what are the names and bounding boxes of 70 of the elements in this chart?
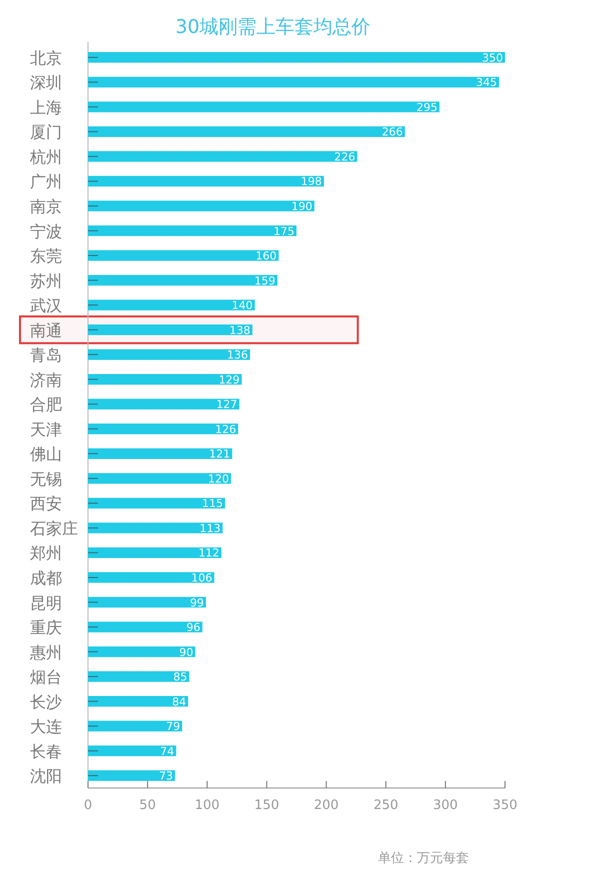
y-tick-label: 大连 <box>30 717 62 736</box>
data-label: 266 <box>382 126 403 139</box>
y-tick-label: 宁波 <box>30 222 62 241</box>
x-tick-label: 150 <box>254 798 280 813</box>
y-tick-label: 长春 <box>30 742 62 761</box>
data-label: 90 <box>179 646 194 659</box>
data-label: 96 <box>186 621 200 634</box>
y-tick-label: 天津 <box>30 420 62 439</box>
data-label: 345 <box>476 76 498 90</box>
y-tick-label: 济南 <box>30 370 62 390</box>
y-tick-label: 杭州 <box>30 147 62 166</box>
data-label: 140 <box>232 299 253 312</box>
y-tick-label: 南通 <box>30 320 62 340</box>
y-tick-label: 昆明 <box>30 593 62 612</box>
y-tick-label: 东莞 <box>30 246 62 266</box>
y-tick-label: 成都 <box>30 568 62 588</box>
data-label: 112 <box>198 546 220 560</box>
data-label: 190 <box>291 200 312 213</box>
y-tick-label: 厦门 <box>30 122 62 142</box>
data-label: 175 <box>274 224 294 238</box>
data-label: 106 <box>191 571 212 584</box>
y-tick-label: 西安 <box>30 494 62 514</box>
y-tick-label: 烟台 <box>30 668 62 687</box>
x-tick-label: 350 <box>492 798 518 813</box>
x-tick-label: 200 <box>314 798 339 813</box>
y-tick-label: 深圳 <box>30 73 62 92</box>
data-label: 120 <box>208 472 229 486</box>
title: 30城刚需上车套均总价 <box>175 16 371 38</box>
data-label: 121 <box>209 448 230 461</box>
data-label: 113 <box>200 522 221 535</box>
data-label: 84 <box>172 695 186 708</box>
data-label: 127 <box>216 398 238 412</box>
data-label: 79 <box>166 720 180 734</box>
y-tick-label: 重庆 <box>30 618 62 638</box>
y-tick-label: 郑州 <box>30 544 62 563</box>
y-tick-label: 北京 <box>30 48 62 68</box>
data-label: 160 <box>256 250 277 263</box>
data-label: 159 <box>254 274 276 288</box>
y-tick-label: 无锡 <box>30 469 62 488</box>
x-tick-label: 250 <box>373 798 398 813</box>
data-label: 129 <box>218 373 240 386</box>
x-tick-label: 300 <box>433 798 458 813</box>
y-tick-label: 石家庄 <box>30 518 78 538</box>
annotation: 单位：万元每套 <box>378 851 469 866</box>
y-tick-label: 惠州 <box>30 642 62 662</box>
data-label: 138 <box>229 324 250 337</box>
y-tick-label: 武汉 <box>30 296 62 316</box>
y-tick-label: 广州 <box>30 172 62 192</box>
data-label: 99 <box>190 596 204 610</box>
x-tick-label: 50 <box>139 798 156 813</box>
y-tick-label: 长沙 <box>30 692 62 712</box>
data-label: 73 <box>158 770 173 783</box>
y-tick-label: 苏州 <box>30 271 62 290</box>
data-label: 295 <box>416 100 438 114</box>
y-tick-label: 青岛 <box>30 346 62 365</box>
data-label: 350 <box>482 51 503 64</box>
data-label: 198 <box>300 175 322 188</box>
y-tick-label: 合肥 <box>30 395 62 414</box>
y-tick-label: 沈阳 <box>30 766 62 786</box>
data-label: 85 <box>173 670 188 684</box>
data-label: 126 <box>215 422 236 436</box>
data-label: 136 <box>227 348 248 362</box>
data-label: 115 <box>202 497 224 510</box>
y-tick-label: 南京 <box>30 196 62 216</box>
data-label: 226 <box>334 150 356 164</box>
y-tick-label: 佛山 <box>30 444 62 464</box>
x-tick-label: 100 <box>194 798 220 813</box>
data-label: 74 <box>160 744 174 758</box>
y-tick-label: 上海 <box>30 98 62 117</box>
x-tick-label: 0 <box>84 798 92 813</box>
